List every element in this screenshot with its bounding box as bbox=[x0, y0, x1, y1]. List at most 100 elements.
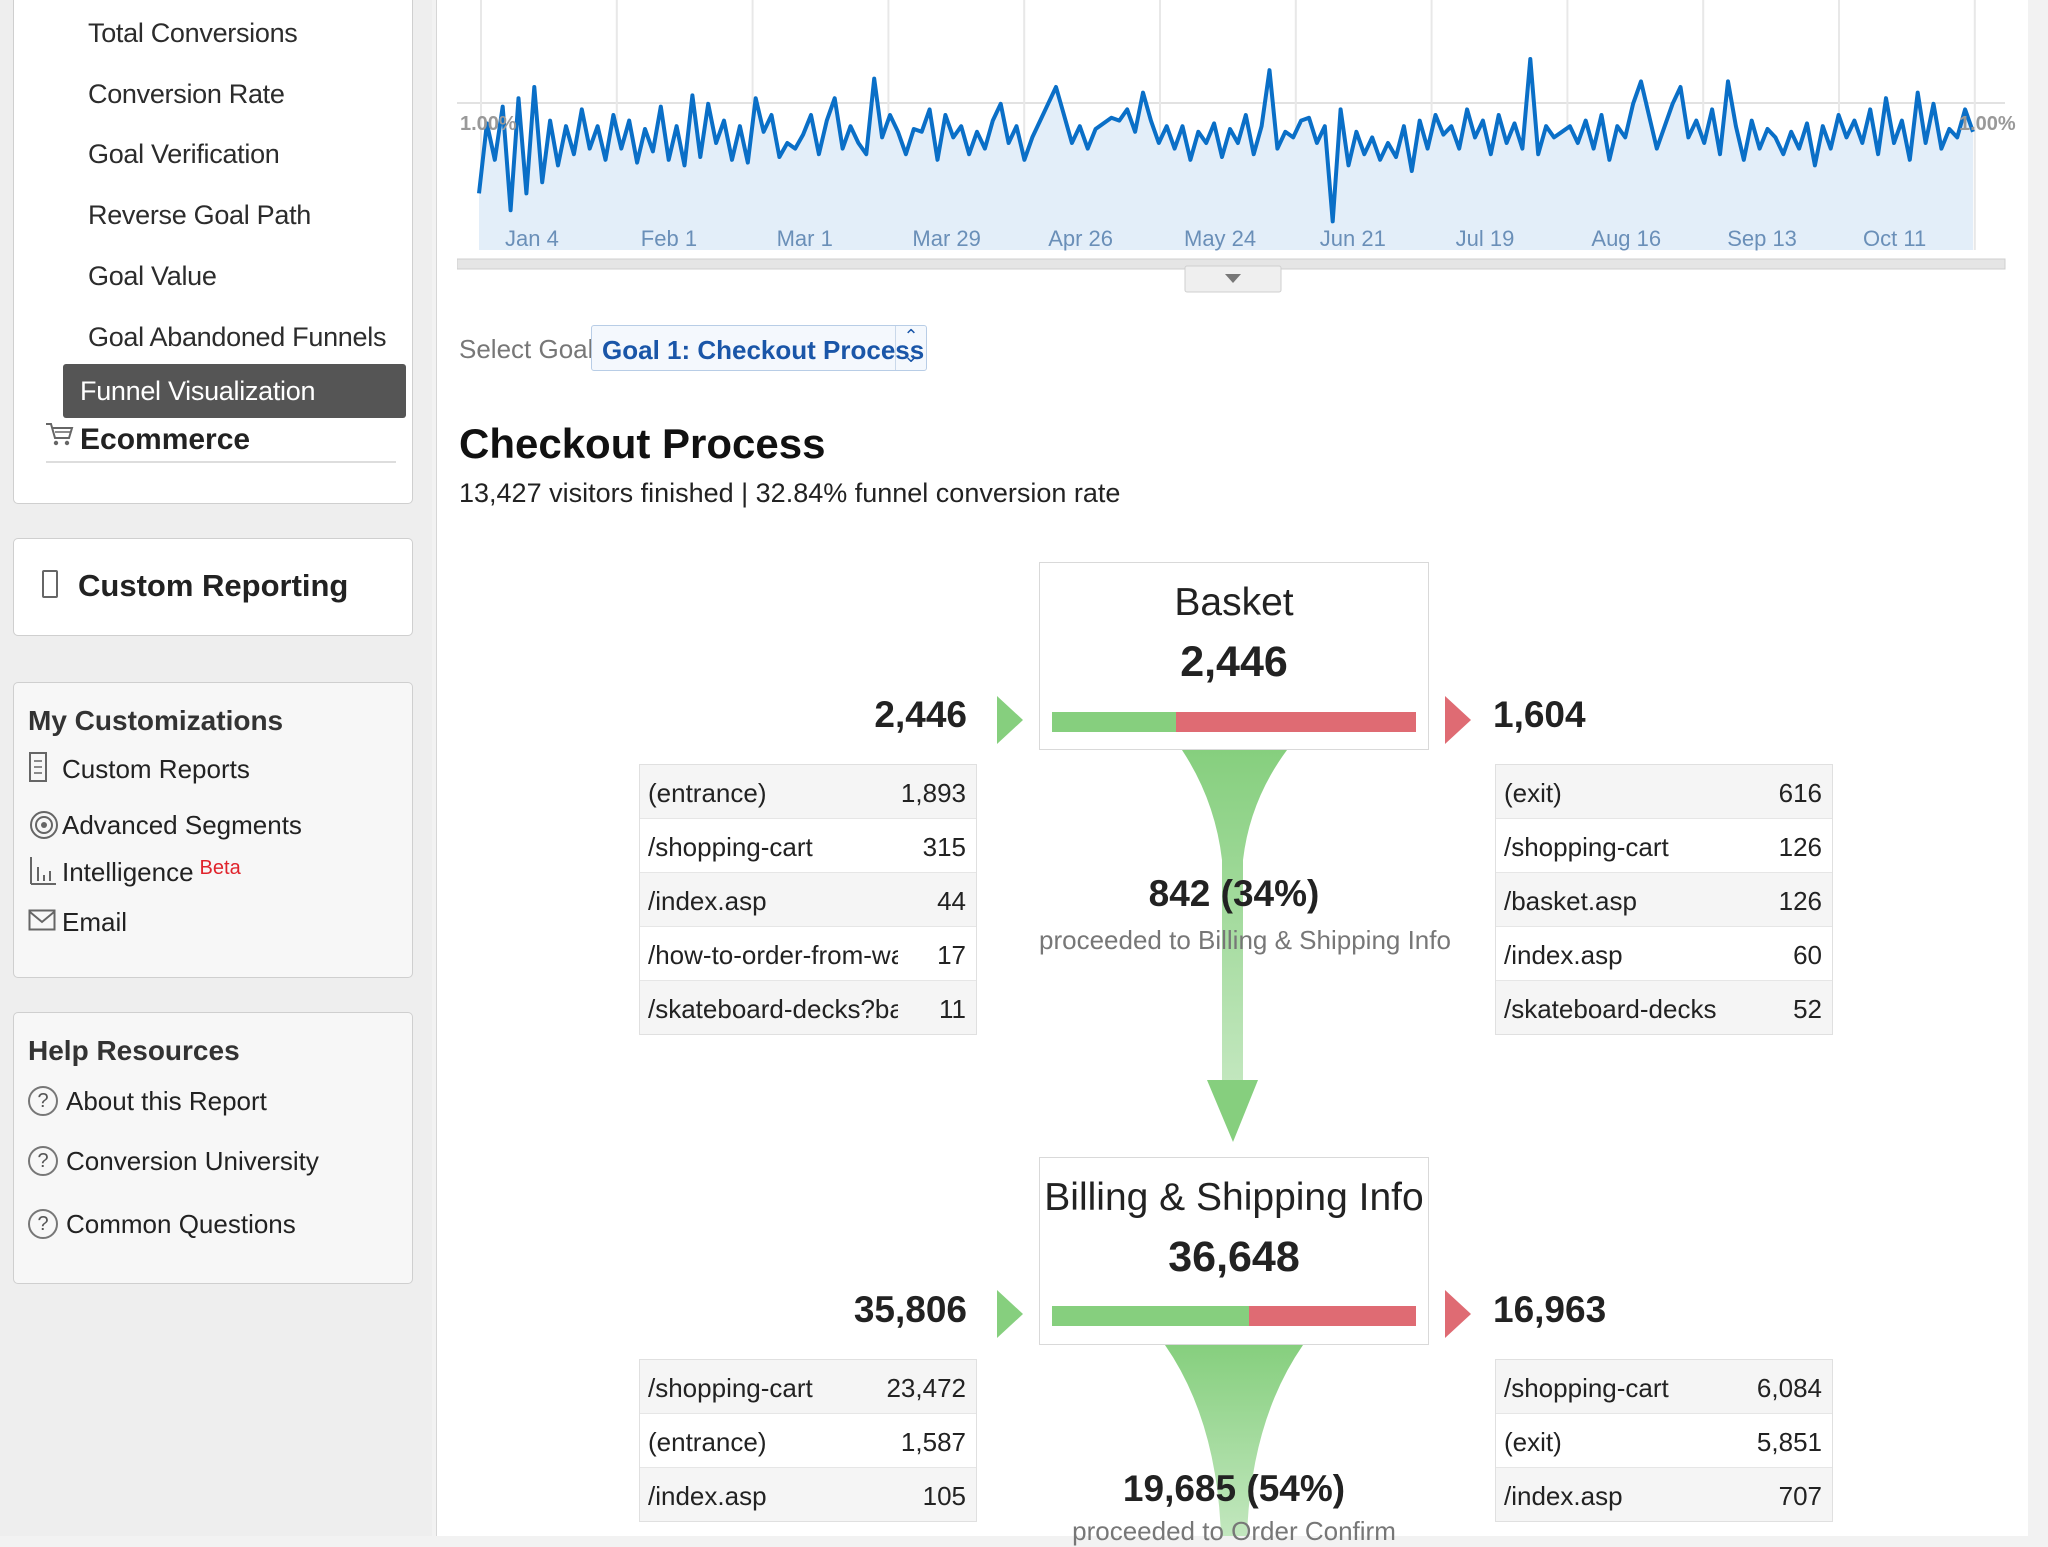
question-icon: ? bbox=[28, 1086, 58, 1116]
row-page: (entrance) bbox=[648, 1427, 767, 1457]
row-page: /basket.asp bbox=[1504, 886, 1637, 916]
y-axis-label-left: 1.00% bbox=[460, 113, 517, 135]
chart-line bbox=[477, 57, 1975, 224]
x-tick-label: Feb 1 bbox=[641, 226, 697, 251]
funnel-flow bbox=[1165, 750, 1303, 1536]
x-tick-label: Jan 4 bbox=[505, 226, 559, 251]
row-page: (exit) bbox=[1504, 778, 1562, 808]
my-customizations-panel: My Customizations Custom Reports Advance… bbox=[13, 682, 413, 978]
x-tick-label: Sep 13 bbox=[1727, 226, 1797, 251]
proceeded-label: proceeded to Billing & Shipping Info bbox=[1039, 925, 1451, 955]
table-row[interactable]: /index.asp 60 bbox=[1496, 927, 1832, 981]
nav-goal-abandoned-funnels[interactable]: Goal Abandoned Funnels bbox=[88, 322, 387, 352]
main-content: 1.00% 1.00% Jan 4 Feb 1 Mar 1 Mar 29 Apr 26 M… bbox=[436, 0, 2030, 1546]
custom-reporting-link[interactable]: Custom Reporting bbox=[78, 568, 349, 603]
table-row[interactable]: /shopping-cart 6,084 bbox=[1496, 1360, 1832, 1414]
proceeded-count: 19,685 (54%) bbox=[1122, 1468, 1346, 1509]
goals-panel: Total Conversions Conversion Rate Goal V… bbox=[13, 0, 413, 504]
step-progress-fill bbox=[1052, 1306, 1249, 1326]
entry-sources-table: /shopping-cart 23,472 (entrance) 1,587 /in… bbox=[639, 1359, 977, 1522]
table-row[interactable]: (exit) 616 bbox=[1496, 765, 1832, 819]
question-icon: ? bbox=[28, 1146, 58, 1176]
flow-arrow-down-icon bbox=[1207, 1080, 1258, 1142]
email-icon bbox=[28, 909, 56, 931]
table-row[interactable]: (entrance) 1,587 bbox=[640, 1414, 976, 1468]
question-icon: ? bbox=[28, 1209, 58, 1239]
custom-reporting-panel[interactable]: Custom Reporting bbox=[13, 538, 413, 636]
report-icon bbox=[42, 570, 58, 598]
goal-select[interactable]: Goal 1: Checkout Process ⌃ ⌄ bbox=[591, 325, 927, 371]
table-row[interactable]: /shopping-cart 315 bbox=[640, 819, 976, 873]
row-page: /index.asp bbox=[648, 886, 767, 916]
nav-funnel-visualization[interactable]: Funnel Visualization bbox=[63, 364, 406, 418]
about-report-link[interactable]: About this Report bbox=[66, 1086, 267, 1116]
email-link[interactable]: Email bbox=[62, 907, 128, 937]
page-gutter bbox=[2028, 0, 2048, 1536]
chevron-down-icon[interactable] bbox=[1225, 274, 1241, 283]
table-row[interactable]: /skateboard-decks?bac= 11 bbox=[640, 981, 976, 1034]
table-row[interactable]: /how-to-order-from-ware 17 bbox=[640, 927, 976, 981]
row-value: 707 bbox=[1778, 1481, 1822, 1511]
exit-destinations-table: (exit) 616 /shopping-cart 126 /basket.asp 1… bbox=[1495, 764, 1833, 1035]
row-value: 315 bbox=[922, 832, 966, 862]
nav-reverse-goal-path[interactable]: Reverse Goal Path bbox=[88, 200, 312, 230]
row-value: 1,893 bbox=[900, 778, 966, 808]
row-page: /index.asp bbox=[1504, 940, 1623, 970]
report-icon bbox=[29, 752, 47, 782]
entry-arrow-icon bbox=[997, 696, 1023, 744]
funnel-step-billing-shipping[interactable]: Billing & Shipping Info 36,648 bbox=[1039, 1157, 1429, 1345]
funnel-flow-2 bbox=[1165, 1345, 1303, 1536]
row-page: /shopping-cart bbox=[1504, 832, 1669, 862]
goal-select-value: Goal 1: Checkout Process bbox=[602, 335, 925, 365]
row-value: 1,587 bbox=[900, 1427, 966, 1457]
divider bbox=[46, 461, 396, 463]
row-page: /shopping-cart bbox=[648, 1373, 813, 1403]
y-axis-label-right: 1.00% bbox=[1959, 113, 2016, 135]
select-arrows-icon: ⌃ ⌄ bbox=[895, 326, 926, 370]
x-tick-label: Jun 21 bbox=[1320, 226, 1386, 251]
table-row[interactable]: (entrance) 1,893 bbox=[640, 765, 976, 819]
intelligence-icon bbox=[30, 857, 56, 885]
common-questions-link[interactable]: Common Questions bbox=[66, 1209, 296, 1239]
table-row[interactable]: /index.asp 707 bbox=[1496, 1468, 1832, 1521]
row-page: /shopping-cart bbox=[648, 832, 813, 862]
nav-ecommerce[interactable]: Ecommerce bbox=[80, 423, 251, 456]
table-row[interactable]: /shopping-cart 23,472 bbox=[640, 1360, 976, 1414]
entries-total: 35,806 bbox=[853, 1289, 967, 1330]
intelligence-link[interactable]: Intelligence Beta bbox=[62, 857, 241, 888]
exits-total: 1,604 bbox=[1493, 694, 1586, 735]
nav-total-conversions[interactable]: Total Conversions bbox=[88, 18, 298, 48]
table-row[interactable]: /shopping-cart 126 bbox=[1496, 819, 1832, 873]
exit-arrow-icon bbox=[1445, 696, 1471, 744]
step-count: 36,648 bbox=[1168, 1233, 1300, 1281]
entry-arrow-icon bbox=[997, 1290, 1023, 1338]
exit-destinations-table: /shopping-cart 6,084 (exit) 5,851 /index.a… bbox=[1495, 1359, 1833, 1522]
row-page: (exit) bbox=[1504, 1427, 1562, 1457]
table-row[interactable]: /basket.asp 126 bbox=[1496, 873, 1832, 927]
x-tick-label: Aug 16 bbox=[1591, 226, 1661, 251]
sidebar: Total Conversions Conversion Rate Goal V… bbox=[0, 0, 432, 1536]
table-row[interactable]: /index.asp 44 bbox=[640, 873, 976, 927]
advanced-segments-link[interactable]: Advanced Segments bbox=[62, 810, 302, 840]
my-customizations-title: My Customizations bbox=[28, 705, 284, 736]
table-row[interactable]: /index.asp 105 bbox=[640, 1468, 976, 1521]
funnel-step-basket[interactable]: Basket 2,446 bbox=[1039, 562, 1429, 750]
step-progress-bar bbox=[1052, 712, 1416, 732]
nav-goal-verification[interactable]: Goal Verification bbox=[88, 139, 280, 169]
table-row[interactable]: /skateboard-decks 52 bbox=[1496, 981, 1832, 1034]
page-title: Checkout Process bbox=[459, 420, 826, 467]
row-page: /index.asp bbox=[648, 1481, 767, 1511]
help-resources-panel: Help Resources ? About this Report ? Con… bbox=[13, 1012, 413, 1284]
nav-goal-value[interactable]: Goal Value bbox=[88, 261, 217, 291]
chart-area bbox=[479, 59, 1973, 250]
x-tick-label: May 24 bbox=[1184, 226, 1256, 251]
proceeded-count: 842 (34%) bbox=[1148, 873, 1320, 914]
table-row[interactable]: (exit) 5,851 bbox=[1496, 1414, 1832, 1468]
step-name: Billing & Shipping Info bbox=[1044, 1176, 1424, 1219]
row-value: 11 bbox=[939, 994, 966, 1024]
entries-total: 2,446 bbox=[874, 694, 967, 735]
nav-conversion-rate[interactable]: Conversion Rate bbox=[88, 79, 285, 109]
step-progress-fill bbox=[1052, 712, 1176, 732]
conversion-university-link[interactable]: Conversion University bbox=[66, 1146, 319, 1176]
custom-reports-link[interactable]: Custom Reports bbox=[62, 754, 250, 784]
